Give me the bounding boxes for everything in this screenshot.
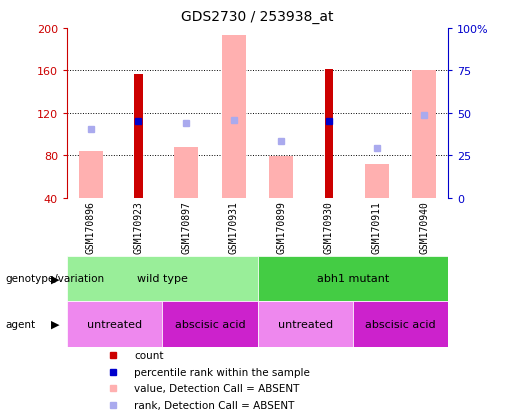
Text: ▶: ▶ bbox=[50, 319, 59, 329]
Text: abh1 mutant: abh1 mutant bbox=[317, 274, 389, 284]
Text: rank, Detection Call = ABSENT: rank, Detection Call = ABSENT bbox=[134, 400, 294, 410]
Text: GSM170930: GSM170930 bbox=[324, 201, 334, 254]
Text: GSM170896: GSM170896 bbox=[86, 201, 96, 254]
Bar bbox=[413, 71, 436, 198]
Text: GSM170899: GSM170899 bbox=[277, 201, 286, 254]
Text: GSM170923: GSM170923 bbox=[133, 201, 143, 254]
Bar bbox=[258, 301, 353, 347]
Text: untreated: untreated bbox=[87, 319, 142, 329]
Text: GSM170931: GSM170931 bbox=[229, 201, 238, 254]
Bar bbox=[365, 164, 388, 198]
Text: ▶: ▶ bbox=[50, 274, 59, 284]
Text: abscisic acid: abscisic acid bbox=[365, 319, 436, 329]
Text: GSM170897: GSM170897 bbox=[181, 201, 191, 254]
Text: percentile rank within the sample: percentile rank within the sample bbox=[134, 367, 310, 377]
Bar bbox=[162, 301, 258, 347]
Bar bbox=[79, 152, 102, 198]
Text: genotype/variation: genotype/variation bbox=[5, 274, 104, 284]
Text: untreated: untreated bbox=[278, 319, 333, 329]
Bar bbox=[353, 301, 448, 347]
Text: GDS2730 / 253938_at: GDS2730 / 253938_at bbox=[181, 10, 334, 24]
Bar bbox=[258, 256, 448, 301]
Bar bbox=[174, 147, 198, 198]
Bar bbox=[222, 36, 246, 198]
Text: GSM170911: GSM170911 bbox=[372, 201, 382, 254]
Bar bbox=[324, 70, 333, 198]
Bar bbox=[269, 157, 293, 198]
Bar bbox=[67, 301, 162, 347]
Text: count: count bbox=[134, 350, 163, 360]
Text: abscisic acid: abscisic acid bbox=[175, 319, 245, 329]
Bar bbox=[134, 74, 143, 198]
Bar bbox=[67, 256, 258, 301]
Text: wild type: wild type bbox=[137, 274, 187, 284]
Text: GSM170940: GSM170940 bbox=[419, 201, 429, 254]
Text: agent: agent bbox=[5, 319, 35, 329]
Text: value, Detection Call = ABSENT: value, Detection Call = ABSENT bbox=[134, 383, 299, 393]
